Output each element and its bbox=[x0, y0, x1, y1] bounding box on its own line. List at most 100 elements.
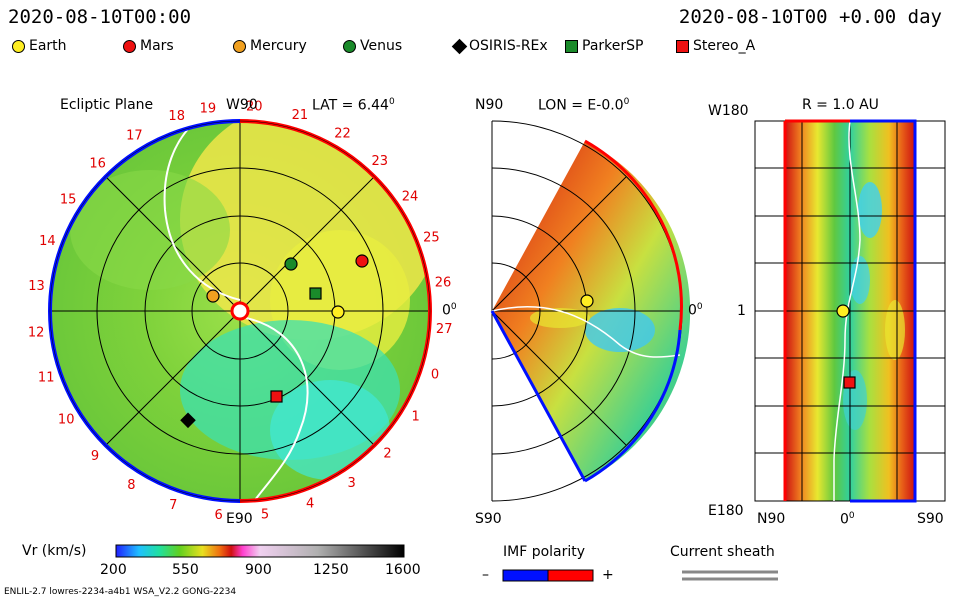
carrington-label: 9 bbox=[91, 449, 99, 464]
legend-earth: Earth bbox=[12, 38, 67, 54]
radial-mid-text: 0 bbox=[840, 511, 849, 528]
carrington-label: 15 bbox=[60, 192, 77, 207]
venus-marker-icon bbox=[343, 39, 356, 53]
carrington-label: 7 bbox=[169, 498, 177, 513]
right-label-text: 0 bbox=[442, 302, 451, 319]
radial-panel-plot bbox=[754, 119, 946, 503]
stereo-a-marker-radial bbox=[843, 376, 856, 389]
legend-stereo-a: Stereo_A bbox=[676, 38, 755, 54]
carrington-label: 3 bbox=[348, 476, 356, 491]
meridional-top-label: N90 bbox=[475, 97, 504, 113]
lat-text: LAT = 6.44 bbox=[312, 97, 389, 114]
imf-positive-swatch bbox=[547, 569, 594, 582]
radial-title: R = 1.0 AU bbox=[802, 97, 879, 113]
meridional-bottom-label: S90 bbox=[475, 511, 502, 527]
carrington-label: 6 bbox=[214, 508, 222, 523]
mercury-marker bbox=[206, 289, 220, 303]
carrington-label: 19 bbox=[200, 102, 217, 117]
carrington-label: 8 bbox=[127, 478, 135, 493]
carrington-label: 22 bbox=[334, 127, 351, 142]
legend-label: Earth bbox=[29, 38, 67, 54]
earth-marker-meridional bbox=[580, 294, 594, 308]
meridional-right-label: 00 bbox=[688, 302, 703, 319]
carrington-label: 18 bbox=[168, 109, 185, 124]
carrington-label: 24 bbox=[402, 189, 419, 204]
colorbar-tick: 550 bbox=[172, 562, 199, 578]
carrington-label: 17 bbox=[126, 128, 143, 143]
meridional-lon: LON = E-0.00 bbox=[538, 97, 630, 114]
legend-label: ParkerSP bbox=[582, 38, 644, 54]
earth-marker-icon bbox=[12, 39, 25, 53]
legend-label: Mercury bbox=[250, 38, 307, 54]
footer-model-info: ENLIL-2.7 lowres-2234-a4b1 WSA_V2.2 GONG… bbox=[4, 587, 237, 597]
timestamp-left: 2020-08-10T00:00 bbox=[8, 6, 192, 28]
legend-osiris: OSIRIS-REx bbox=[451, 38, 548, 54]
velocity-colorbar bbox=[115, 544, 405, 558]
carrington-label: 14 bbox=[39, 234, 56, 249]
carrington-label: 0 bbox=[431, 367, 439, 382]
earth-marker bbox=[331, 305, 345, 319]
colorbar-tick: 1600 bbox=[385, 562, 421, 578]
venus-marker bbox=[284, 257, 298, 271]
osiris-marker bbox=[180, 412, 196, 429]
earth-marker-radial bbox=[836, 304, 850, 318]
carrington-label: 21 bbox=[292, 108, 309, 123]
current-sheath-label: Current sheath bbox=[670, 544, 775, 560]
carrington-label: 5 bbox=[261, 508, 269, 523]
ecliptic-bottom-label: E90 bbox=[226, 511, 253, 527]
mercury-marker-icon bbox=[233, 39, 246, 53]
carrington-label: 23 bbox=[372, 154, 389, 169]
parker-marker bbox=[309, 287, 322, 300]
carrington-label: 10 bbox=[58, 413, 75, 428]
ecliptic-plane-plot: 19 20212223242526270123456789101112131415… bbox=[28, 100, 453, 523]
radial-left-mid: 1 bbox=[737, 303, 746, 319]
legend-mercury: Mercury bbox=[233, 38, 307, 54]
mer-right-text: 0 bbox=[688, 302, 697, 319]
ecliptic-lat: LAT = 6.440 bbox=[312, 97, 395, 114]
radial-bottom-left: N90 bbox=[757, 511, 786, 527]
legend-mars: Mars bbox=[123, 38, 174, 54]
imf-label: IMF polarity bbox=[503, 544, 586, 560]
colorbar-label: Vr (km/s) bbox=[22, 543, 87, 559]
carrington-label: 27 bbox=[436, 322, 453, 337]
colorbar-tick: 900 bbox=[245, 562, 272, 578]
carrington-label: 25 bbox=[423, 231, 440, 246]
ecliptic-top-label: W90 bbox=[226, 97, 258, 113]
meridional-plane-plot bbox=[490, 120, 691, 502]
mars-marker bbox=[355, 254, 369, 268]
legend-venus: Venus bbox=[343, 38, 402, 54]
timestamp-right: 2020-08-10T00 +0.00 day bbox=[678, 6, 942, 28]
legend-label: Venus bbox=[360, 38, 403, 54]
carrington-label: 4 bbox=[306, 497, 314, 512]
carrington-label: 13 bbox=[28, 279, 45, 294]
ecliptic-title: Ecliptic Plane bbox=[60, 97, 154, 113]
legend-label: OSIRIS-REx bbox=[469, 38, 548, 54]
carrington-label: 11 bbox=[38, 371, 55, 386]
radial-bottom-mid: 00 bbox=[840, 511, 855, 528]
colorbar-tick: 1250 bbox=[313, 562, 349, 578]
carrington-label: 16 bbox=[89, 157, 106, 172]
stereo-a-marker-icon bbox=[676, 39, 689, 53]
legend-label: Mars bbox=[140, 38, 174, 54]
carrington-label: 12 bbox=[28, 325, 45, 340]
imf-negative-swatch bbox=[502, 569, 549, 582]
radial-left-bottom: E180 bbox=[708, 503, 744, 519]
sun-icon bbox=[230, 301, 250, 321]
carrington-label: 2 bbox=[383, 446, 391, 461]
stereo-a-marker bbox=[270, 390, 283, 403]
carrington-label: 20 bbox=[246, 100, 263, 115]
mars-marker-icon bbox=[123, 39, 136, 53]
radial-bottom-right: S90 bbox=[917, 511, 944, 527]
parker-marker-icon bbox=[565, 39, 578, 53]
lon-text: LON = E-0.0 bbox=[538, 97, 624, 114]
ecliptic-right-label: 00 bbox=[442, 302, 457, 319]
imf-plus: + bbox=[602, 567, 614, 583]
carrington-label: 1 bbox=[412, 410, 420, 425]
legend-label: Stereo_A bbox=[693, 38, 756, 54]
colorbar-tick: 200 bbox=[100, 562, 127, 578]
carrington-label: 26 bbox=[435, 276, 452, 291]
legend-parker: ParkerSP bbox=[565, 38, 643, 54]
imf-minus: – bbox=[482, 567, 489, 583]
radial-left-top: W180 bbox=[708, 103, 749, 119]
